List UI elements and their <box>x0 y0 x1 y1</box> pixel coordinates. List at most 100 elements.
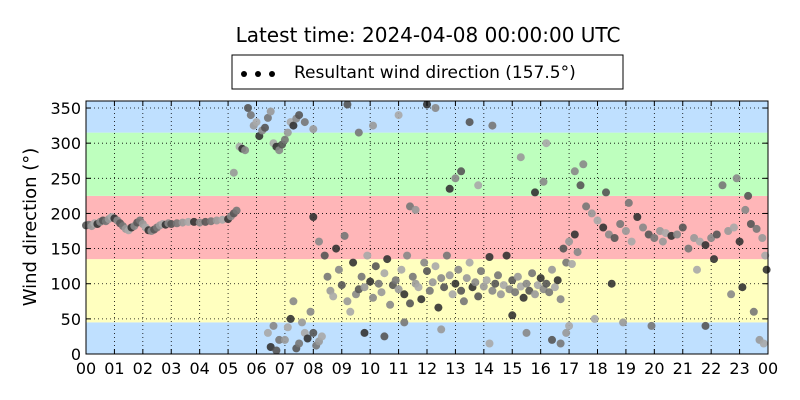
data-point <box>184 217 193 226</box>
data-point <box>337 281 346 290</box>
x-tick-label: 19 <box>616 359 636 378</box>
data-point <box>425 286 434 295</box>
data-point <box>593 216 602 225</box>
data-point <box>400 318 409 327</box>
data-point <box>729 223 738 232</box>
data-point <box>545 288 554 297</box>
data-point <box>309 213 318 221</box>
data-point <box>579 160 588 169</box>
data-point <box>394 285 403 294</box>
data-point <box>556 339 565 348</box>
data-point <box>522 279 531 288</box>
data-point <box>741 205 750 214</box>
data-point <box>244 104 252 112</box>
data-point <box>329 292 338 301</box>
data-point <box>650 234 659 242</box>
data-point <box>556 295 565 304</box>
data-point <box>383 255 392 264</box>
data-point <box>272 346 281 355</box>
x-tick-label: 08 <box>303 359 323 378</box>
y-tick-label: 300 <box>50 134 81 153</box>
data-point <box>542 279 551 288</box>
data-point <box>423 267 431 276</box>
data-point <box>610 234 619 242</box>
data-point <box>343 297 352 306</box>
data-point <box>414 283 423 292</box>
data-point <box>263 328 272 337</box>
direction-bands <box>86 101 768 354</box>
x-tick-label: 18 <box>587 359 607 378</box>
x-tick-label: 22 <box>701 359 721 378</box>
data-point <box>334 265 343 274</box>
data-point <box>647 321 656 330</box>
data-point <box>360 328 369 337</box>
x-tick-label: 13 <box>445 359 465 378</box>
data-point <box>567 260 576 268</box>
y-tick-label: 50 <box>61 310 81 329</box>
data-point <box>701 321 710 330</box>
data-point <box>377 288 386 297</box>
data-point <box>570 167 579 176</box>
y-tick-label: 350 <box>50 99 81 118</box>
data-point <box>587 209 596 218</box>
data-point <box>542 139 551 148</box>
direction-band <box>86 132 768 196</box>
data-point <box>474 181 483 190</box>
data-point <box>442 251 451 260</box>
data-point <box>570 230 579 239</box>
data-point <box>471 278 480 287</box>
data-point <box>712 230 721 239</box>
data-point <box>403 251 412 260</box>
data-point <box>303 334 312 343</box>
data-point <box>266 107 275 116</box>
data-point <box>602 188 610 197</box>
data-point <box>536 274 545 283</box>
data-point <box>315 237 323 246</box>
data-point <box>309 328 318 337</box>
data-point <box>519 293 528 302</box>
data-point <box>528 269 537 278</box>
data-points <box>82 100 771 355</box>
data-point <box>474 292 483 301</box>
data-point <box>417 295 426 304</box>
x-axis: 00 01 02 03 04 05 06 07 08 09 10 11 12 13 14 15 16 17 18 19… <box>76 101 778 378</box>
data-point <box>241 146 250 155</box>
data-point <box>559 244 568 253</box>
y-tick-label: 200 <box>50 204 81 223</box>
x-tick-label: 15 <box>502 359 522 378</box>
data-point <box>354 128 363 137</box>
data-point <box>457 286 466 295</box>
data-point <box>286 314 295 323</box>
data-point <box>369 121 377 130</box>
data-point <box>727 290 736 299</box>
data-point <box>232 206 241 215</box>
data-point <box>459 297 468 306</box>
data-point <box>434 303 443 312</box>
data-point <box>280 135 289 144</box>
data-point <box>448 290 457 299</box>
legend-marker-dot <box>255 71 261 77</box>
data-point <box>576 181 585 190</box>
data-point <box>246 111 255 120</box>
data-point <box>406 299 414 308</box>
legend-box <box>231 54 624 90</box>
data-point <box>437 274 446 283</box>
data-point <box>400 290 409 299</box>
data-point <box>565 237 574 246</box>
data-point <box>280 335 289 344</box>
data-point <box>533 281 542 290</box>
legend: Resultant wind direction (157.5°) <box>231 54 624 90</box>
legend-marker-dot <box>241 71 247 77</box>
data-point <box>690 234 699 242</box>
data-point <box>548 335 556 344</box>
data-point <box>582 202 591 211</box>
data-point <box>718 181 727 190</box>
data-point <box>298 318 306 327</box>
data-point <box>548 265 556 274</box>
data-point <box>678 223 687 232</box>
data-point <box>465 118 474 127</box>
data-point <box>465 258 474 267</box>
data-point <box>386 300 395 309</box>
data-point <box>738 283 747 292</box>
data-point <box>746 220 755 228</box>
